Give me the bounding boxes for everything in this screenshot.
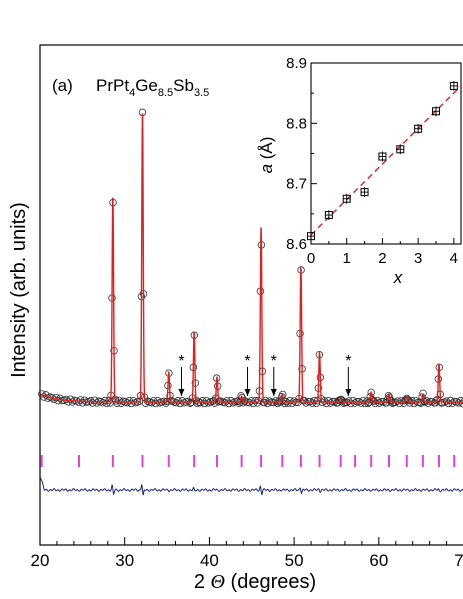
- observed-point: [302, 399, 310, 407]
- observed-point: [202, 396, 211, 405]
- observed-point: [351, 399, 359, 407]
- inset-x-tick-label: 1: [343, 250, 351, 267]
- x-tick-label: 40: [200, 551, 219, 570]
- inset-x-tick-label: 3: [414, 250, 422, 267]
- impurity-markers: * * * *: [178, 353, 351, 396]
- observed-point: [186, 399, 194, 407]
- observed-point: [93, 399, 101, 407]
- observed-point: [300, 396, 308, 405]
- calculated-profile-line: [40, 113, 463, 403]
- inset-data-points: [307, 80, 458, 242]
- impurity-arrow-head: [244, 388, 251, 396]
- main-x-ticks: [39, 537, 448, 545]
- observed-point: [271, 397, 280, 405]
- observed-point: [456, 396, 463, 405]
- inset-y-label-unit: (Å): [257, 137, 276, 164]
- formula-pr-pt: PrPt: [96, 76, 129, 95]
- observed-point: [129, 396, 138, 405]
- inset-tick-labels: 0 1 2 3 4 8.6 8.7 8.8 8.9: [286, 55, 458, 267]
- x-label-prefix: 2: [194, 571, 211, 593]
- compound-formula: PrPt4Ge8.5Sb3.5: [96, 76, 209, 99]
- impurity-arrow-head: [270, 389, 277, 396]
- x-tick-label: 70: [454, 551, 463, 570]
- impurity-star: *: [244, 353, 250, 370]
- observed-point: [424, 399, 432, 407]
- impurity-star: *: [345, 353, 351, 370]
- x-tick-label: 30: [115, 551, 134, 570]
- observed-point: [68, 398, 77, 406]
- inset-x-tick-label: 0: [307, 250, 315, 267]
- inset-x-tick-label: 2: [378, 250, 386, 267]
- inset-y-tick-label: 8.6: [286, 236, 307, 253]
- main-x-axis-label: 2 Θ (degrees): [194, 571, 316, 593]
- observed-point: [241, 397, 249, 405]
- observed-point: [448, 399, 457, 407]
- observed-point: [117, 399, 125, 407]
- observed-point: [382, 399, 391, 407]
- inset-y-tick-label: 8.9: [286, 55, 307, 72]
- inset-y-tick-label: 8.7: [286, 176, 307, 193]
- inset-ticks: [310, 62, 455, 245]
- observed-point: [361, 399, 369, 408]
- x-label-theta-symbol: Θ: [211, 571, 225, 593]
- main-y-axis-label: Intensity (arb. units): [8, 202, 30, 378]
- observed-point: [375, 399, 384, 407]
- inset-y-label-symbol: a: [257, 164, 276, 173]
- observed-point: [412, 397, 420, 405]
- inset-y-tick-label: 8.8: [286, 115, 307, 132]
- x-tick-label: 60: [369, 551, 388, 570]
- observed-point: [388, 399, 397, 407]
- inset-x-axis-label: x: [393, 268, 403, 287]
- x-tick-label: 50: [285, 551, 304, 570]
- bragg-reflection-ticks: [40, 455, 456, 467]
- difference-curve: [39, 477, 463, 496]
- observed-point: [154, 396, 162, 405]
- inset-y-axis-label: a (Å): [257, 137, 276, 174]
- observed-point: [290, 397, 298, 405]
- inset-x-tick-label: 4: [450, 250, 458, 267]
- x-label-unit: (degrees): [225, 571, 316, 593]
- formula-ge: Ge: [135, 76, 158, 95]
- impurity-star: *: [271, 353, 277, 370]
- observed-point: [326, 399, 335, 407]
- observed-point: [54, 397, 62, 405]
- formula-sub-4: 4: [129, 87, 135, 99]
- formula-sb: Sb: [173, 76, 194, 95]
- observed-point: [263, 399, 272, 408]
- impurity-star: *: [178, 353, 184, 370]
- formula-sub-3-5: 3.5: [194, 87, 209, 99]
- observed-point: [340, 399, 348, 407]
- observed-point: [141, 399, 150, 407]
- main-plot-frame: [39, 44, 463, 546]
- observed-point: [265, 397, 274, 405]
- panel-label: (a): [52, 76, 73, 95]
- observed-point: [178, 396, 186, 405]
- x-tick-label: 20: [31, 551, 50, 570]
- observed-point: [461, 397, 463, 405]
- observed-point: [217, 397, 225, 405]
- observed-point: [80, 396, 89, 404]
- main-x-tick-labels: 20 30 40 50 60 70: [31, 551, 463, 570]
- observed-point: [229, 399, 237, 407]
- observed-point: [227, 396, 235, 405]
- impurity-arrow-head: [178, 388, 185, 396]
- observed-point: [308, 399, 316, 407]
- impurity-arrow-head: [345, 389, 352, 396]
- formula-sub-8-5: 8.5: [158, 87, 173, 99]
